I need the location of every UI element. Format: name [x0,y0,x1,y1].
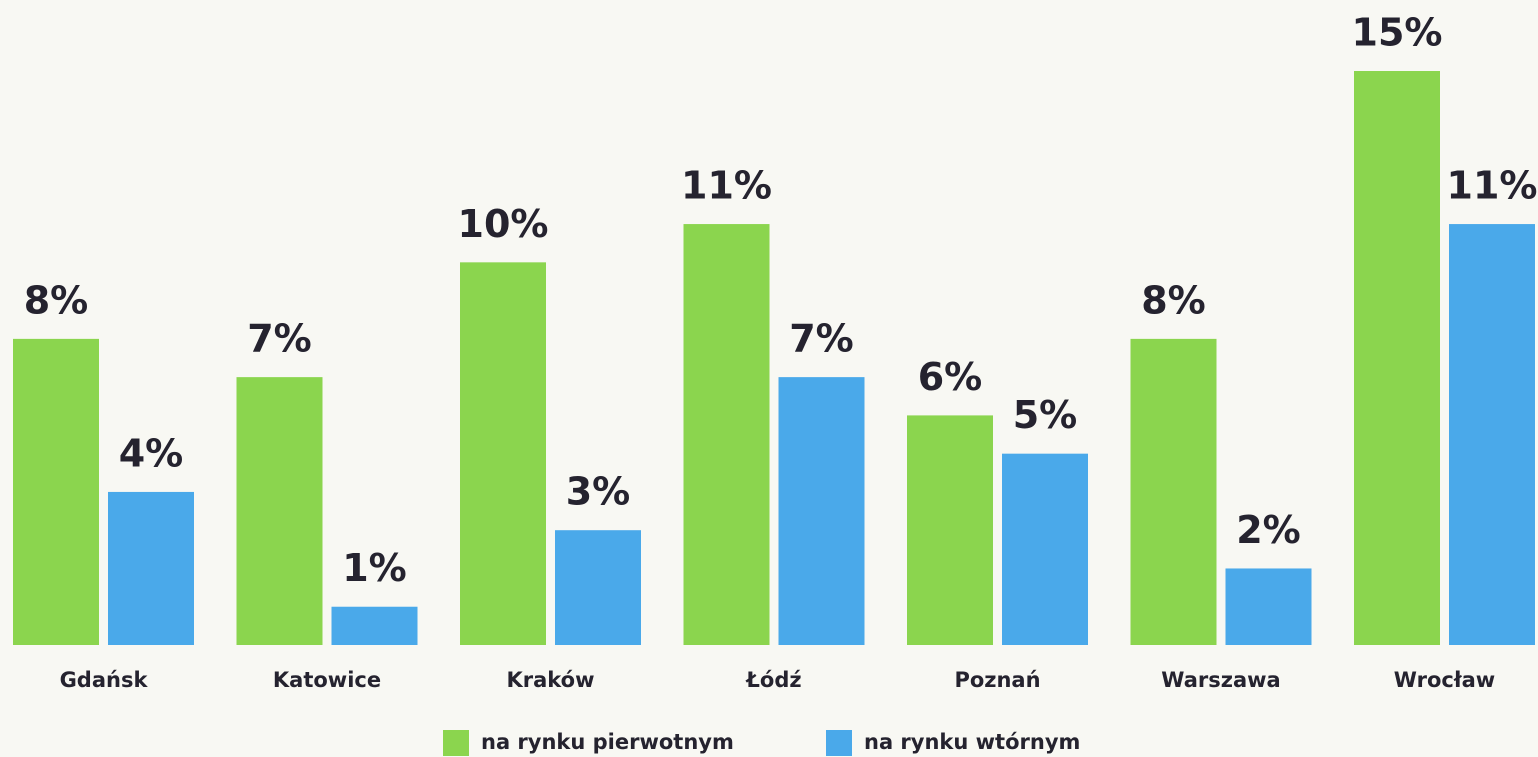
value-label: 7% [247,317,312,361]
value-label: 8% [1141,278,1206,322]
value-label: 10% [458,202,549,246]
legend-label: na rynku wtórnym [864,730,1080,754]
bar [1449,224,1535,646]
bar [1130,338,1217,645]
value-label: 8% [24,278,89,322]
value-label: 5% [1013,393,1078,437]
x-tick-label: Wrocław [1394,668,1495,692]
legend-label: na rynku pierwotnym [481,730,734,754]
bar [13,338,99,645]
x-tick-label: Warszawa [1161,668,1280,692]
value-label: 15% [1352,11,1443,55]
x-tick-label: Poznań [954,668,1040,692]
value-label: 4% [119,431,184,475]
value-label: 11% [1447,164,1538,208]
value-label: 3% [566,470,631,514]
bar [460,262,546,645]
value-label: 7% [789,317,854,361]
bar [108,491,194,645]
value-label: 11% [681,164,772,208]
bar [331,606,418,645]
bar [1002,453,1088,645]
bar [1354,71,1440,645]
value-label: 6% [918,355,983,399]
bar [236,377,323,645]
bar [907,415,993,645]
legend-swatch [443,730,469,756]
x-tick-label: Kraków [506,668,594,692]
bar [778,377,865,645]
bar [683,224,770,646]
x-tick-label: Katowice [273,668,381,692]
bar [1225,568,1312,645]
value-label: 2% [1236,508,1301,552]
x-tick-label: Gdańsk [60,668,149,692]
bar [555,530,641,645]
legend-swatch [826,730,852,756]
x-tick-label: Łódź [745,668,801,692]
value-label: 1% [342,546,407,590]
